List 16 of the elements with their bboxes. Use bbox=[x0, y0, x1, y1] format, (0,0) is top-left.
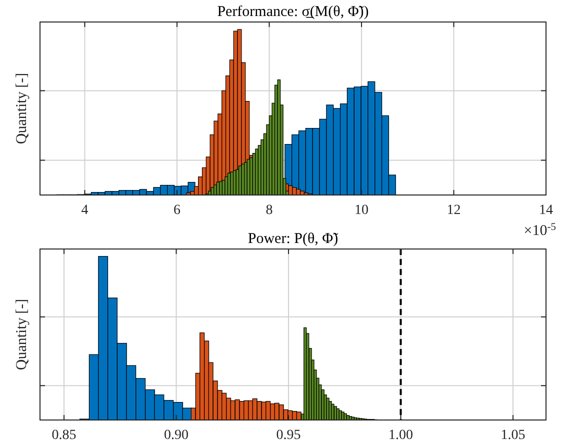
x-tick-label: 1.05 bbox=[500, 428, 526, 442]
x-tick-label: 10 bbox=[354, 203, 368, 218]
x-tick-label: 8 bbox=[266, 203, 273, 218]
x-tick-label: 12 bbox=[446, 203, 461, 218]
x-tick-label: 4 bbox=[81, 203, 88, 218]
chart-title: Performance: σ̲(M(θ, Φ̃)) bbox=[217, 4, 369, 20]
x-tick-label: 0.90 bbox=[164, 428, 189, 442]
x-tick-label: 1.00 bbox=[388, 428, 414, 442]
text: ×10$^{-5}$ bbox=[524, 222, 556, 239]
x-tick-label: 0.85 bbox=[52, 428, 76, 442]
chart-title: Power: P(θ, Φ̃) bbox=[248, 231, 338, 247]
x-tick-label: 0.95 bbox=[276, 428, 301, 442]
y-axis-title: Quantity [-] bbox=[14, 72, 30, 144]
x-tick-label: 6 bbox=[173, 203, 180, 218]
x-tick-label: 14 bbox=[539, 203, 553, 218]
y-axis-title: Quantity [-] bbox=[14, 298, 30, 370]
